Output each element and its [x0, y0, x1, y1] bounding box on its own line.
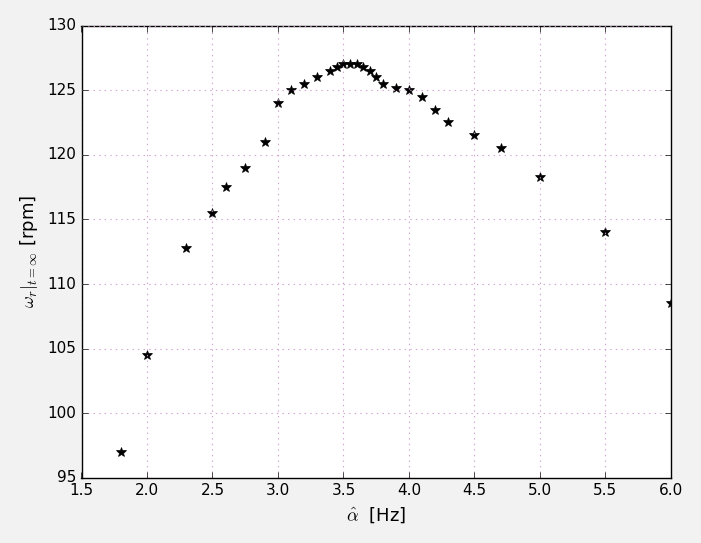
X-axis label: $\hat{\alpha}$  [Hz]: $\hat{\alpha}$ [Hz]	[346, 506, 406, 525]
Y-axis label: $\omega_r|_{t=\infty}$ [rpm]: $\omega_r|_{t=\infty}$ [rpm]	[18, 195, 40, 308]
